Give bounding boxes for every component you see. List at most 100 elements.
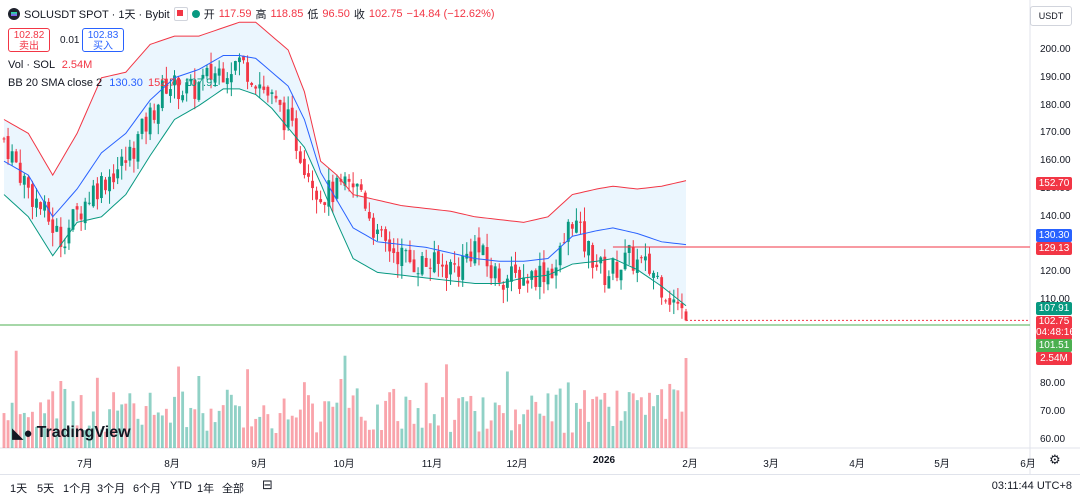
volume-bar bbox=[47, 399, 51, 448]
volume-bar bbox=[518, 424, 521, 448]
volume-bar bbox=[311, 403, 314, 448]
candle bbox=[274, 95, 278, 99]
volume-legend[interactable]: Vol · SOL 2.54M bbox=[8, 59, 92, 71]
volume-bar bbox=[246, 369, 249, 448]
candle bbox=[233, 61, 237, 71]
candle bbox=[558, 245, 562, 266]
candle bbox=[493, 266, 497, 279]
range-button[interactable]: 全部 bbox=[222, 483, 244, 495]
low-label: 低 bbox=[307, 9, 319, 21]
volume-bar bbox=[530, 395, 534, 448]
volume-bar bbox=[420, 427, 424, 448]
candle bbox=[185, 82, 189, 94]
volume-bar bbox=[449, 431, 452, 448]
volume-bar bbox=[205, 430, 209, 448]
candle bbox=[615, 261, 619, 278]
volume-bar bbox=[643, 414, 647, 448]
range-button[interactable]: 1天 bbox=[10, 483, 28, 495]
candle bbox=[311, 180, 314, 189]
candle bbox=[660, 277, 664, 298]
volume-bar bbox=[128, 393, 132, 448]
candle bbox=[380, 229, 383, 231]
settings-gear-icon[interactable]: ⚙ bbox=[1049, 452, 1061, 467]
volume-bar bbox=[254, 418, 258, 448]
candle bbox=[47, 201, 51, 222]
candle bbox=[469, 251, 473, 262]
volume-bar bbox=[242, 427, 245, 448]
vol-value: 2.54M bbox=[61, 59, 93, 71]
candle bbox=[246, 62, 249, 82]
volume-bar bbox=[225, 389, 229, 448]
volume-bar bbox=[501, 413, 505, 448]
candle bbox=[534, 270, 538, 287]
flag-icon[interactable] bbox=[173, 7, 188, 21]
volume-bar bbox=[100, 429, 103, 448]
volume-bar bbox=[39, 402, 42, 448]
candle bbox=[229, 74, 233, 83]
buy-label: 买入 bbox=[93, 41, 113, 52]
candle bbox=[363, 192, 367, 209]
candle bbox=[144, 116, 148, 132]
candle bbox=[603, 256, 607, 286]
candle bbox=[221, 68, 225, 83]
currency-button[interactable]: USDT bbox=[1030, 6, 1072, 26]
volume-bar bbox=[339, 378, 343, 448]
range-button[interactable]: YTD bbox=[170, 480, 192, 492]
volume-bar bbox=[477, 431, 481, 448]
last-price-tag: 102.75 04:48:16 bbox=[1036, 316, 1075, 340]
candle bbox=[302, 158, 306, 175]
volume-bar bbox=[229, 394, 233, 448]
candle bbox=[424, 257, 428, 267]
bb-lower-tag: 107.91 bbox=[1036, 302, 1072, 315]
volume-bar bbox=[213, 422, 217, 448]
price-axis-label: 180.00 bbox=[1040, 99, 1071, 111]
candle bbox=[497, 268, 501, 283]
candle bbox=[623, 252, 627, 270]
range-button[interactable]: 5天 bbox=[37, 483, 55, 495]
time-axis-label: 3月 bbox=[763, 459, 779, 470]
volume-bar bbox=[278, 413, 282, 448]
volume-bar bbox=[562, 432, 566, 448]
volume-bar bbox=[412, 423, 416, 448]
volume-bar bbox=[181, 391, 185, 448]
candle bbox=[611, 258, 615, 274]
tradingview-logo[interactable]: ◣● TradingView bbox=[12, 424, 131, 442]
buy-button[interactable]: 102.83 买入 bbox=[82, 28, 124, 52]
spread-value: 0.01 bbox=[60, 35, 80, 46]
candle bbox=[217, 68, 221, 76]
clock[interactable]: 03:11:44 UTC+8 bbox=[991, 480, 1072, 492]
candle bbox=[323, 202, 327, 205]
horizontal-line-tag: 129.13 bbox=[1036, 242, 1072, 255]
range-button[interactable]: 1个月 bbox=[63, 483, 92, 495]
buy-price: 102.83 bbox=[87, 30, 119, 41]
high-value: 118.85 bbox=[270, 8, 304, 20]
candle bbox=[14, 151, 18, 163]
volume-bar bbox=[676, 390, 680, 448]
volume-bar bbox=[164, 408, 168, 448]
bb-legend[interactable]: BB 20 SMA close 2 130.30 152.70 107.91 bbox=[8, 77, 218, 89]
candle bbox=[254, 86, 258, 89]
candle bbox=[522, 277, 526, 286]
symbol-title[interactable]: SOLUSDT SPOT · 1天 · Bybit bbox=[24, 9, 170, 21]
volume-bar bbox=[233, 405, 237, 448]
candle bbox=[124, 160, 128, 163]
candle bbox=[680, 303, 684, 309]
candle bbox=[639, 257, 643, 259]
chart-canvas[interactable] bbox=[0, 0, 1080, 474]
volume-bar bbox=[684, 358, 688, 448]
sell-button[interactable]: 102.82 卖出 bbox=[8, 28, 50, 52]
candle bbox=[684, 311, 688, 321]
volume-bar bbox=[380, 430, 383, 448]
candle bbox=[546, 270, 550, 285]
candle bbox=[510, 266, 513, 282]
volume-bar bbox=[489, 420, 493, 448]
range-button[interactable]: 1年 bbox=[197, 483, 215, 495]
volume-bar bbox=[570, 432, 574, 448]
volume-bar bbox=[404, 396, 408, 448]
date-range-icon[interactable]: ⊟ bbox=[262, 477, 273, 492]
range-button[interactable]: 3个月 bbox=[97, 483, 126, 495]
range-button[interactable]: 6个月 bbox=[133, 483, 162, 495]
candle bbox=[18, 162, 22, 183]
candle bbox=[10, 151, 14, 163]
price-axis-label: 110.00 bbox=[1040, 294, 1070, 306]
